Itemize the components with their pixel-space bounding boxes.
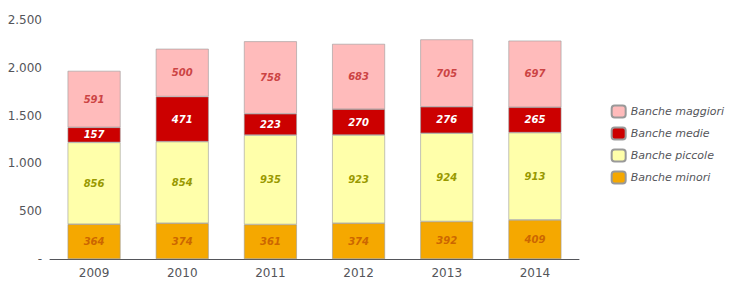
- svg-text:270: 270: [348, 117, 369, 128]
- svg-text:223: 223: [260, 119, 281, 130]
- svg-text:Banche minori: Banche minori: [631, 171, 711, 184]
- svg-text:2013: 2013: [431, 266, 462, 280]
- svg-text:2009: 2009: [79, 266, 110, 280]
- svg-text:374: 374: [172, 236, 193, 247]
- svg-text:924: 924: [436, 172, 457, 183]
- svg-text:157: 157: [84, 129, 105, 140]
- svg-text:697: 697: [524, 68, 545, 79]
- svg-text:409: 409: [523, 234, 545, 245]
- svg-text:2012: 2012: [343, 266, 374, 280]
- svg-text:471: 471: [171, 114, 193, 125]
- svg-text:374: 374: [348, 236, 369, 247]
- svg-text:2014: 2014: [520, 266, 551, 280]
- svg-text:392: 392: [436, 235, 457, 246]
- svg-text:705: 705: [436, 68, 457, 79]
- svg-text:935: 935: [260, 174, 281, 185]
- svg-text:913: 913: [524, 171, 545, 182]
- svg-text:500: 500: [172, 67, 193, 78]
- svg-text:2011: 2011: [255, 266, 286, 280]
- svg-text:Banche piccole: Banche piccole: [631, 149, 714, 162]
- svg-text:591: 591: [84, 94, 105, 105]
- svg-text:923: 923: [348, 174, 369, 185]
- svg-text:-: -: [38, 252, 42, 266]
- svg-text:Banche maggiori: Banche maggiori: [631, 105, 724, 118]
- svg-text:758: 758: [260, 72, 281, 83]
- svg-text:1.000: 1.000: [8, 156, 42, 170]
- svg-text:276: 276: [436, 114, 457, 125]
- svg-text:364: 364: [84, 236, 105, 247]
- svg-text:2.500: 2.500: [8, 13, 42, 27]
- svg-text:Banche medie: Banche medie: [631, 127, 710, 140]
- svg-text:854: 854: [172, 177, 193, 188]
- svg-text:1.500: 1.500: [8, 109, 42, 123]
- svg-text:683: 683: [348, 71, 369, 82]
- svg-text:500: 500: [19, 204, 42, 218]
- svg-text:2.000: 2.000: [8, 61, 42, 75]
- svg-text:2010: 2010: [167, 266, 198, 280]
- svg-text:856: 856: [84, 178, 105, 189]
- svg-text:361: 361: [260, 236, 281, 247]
- svg-text:265: 265: [524, 114, 545, 125]
